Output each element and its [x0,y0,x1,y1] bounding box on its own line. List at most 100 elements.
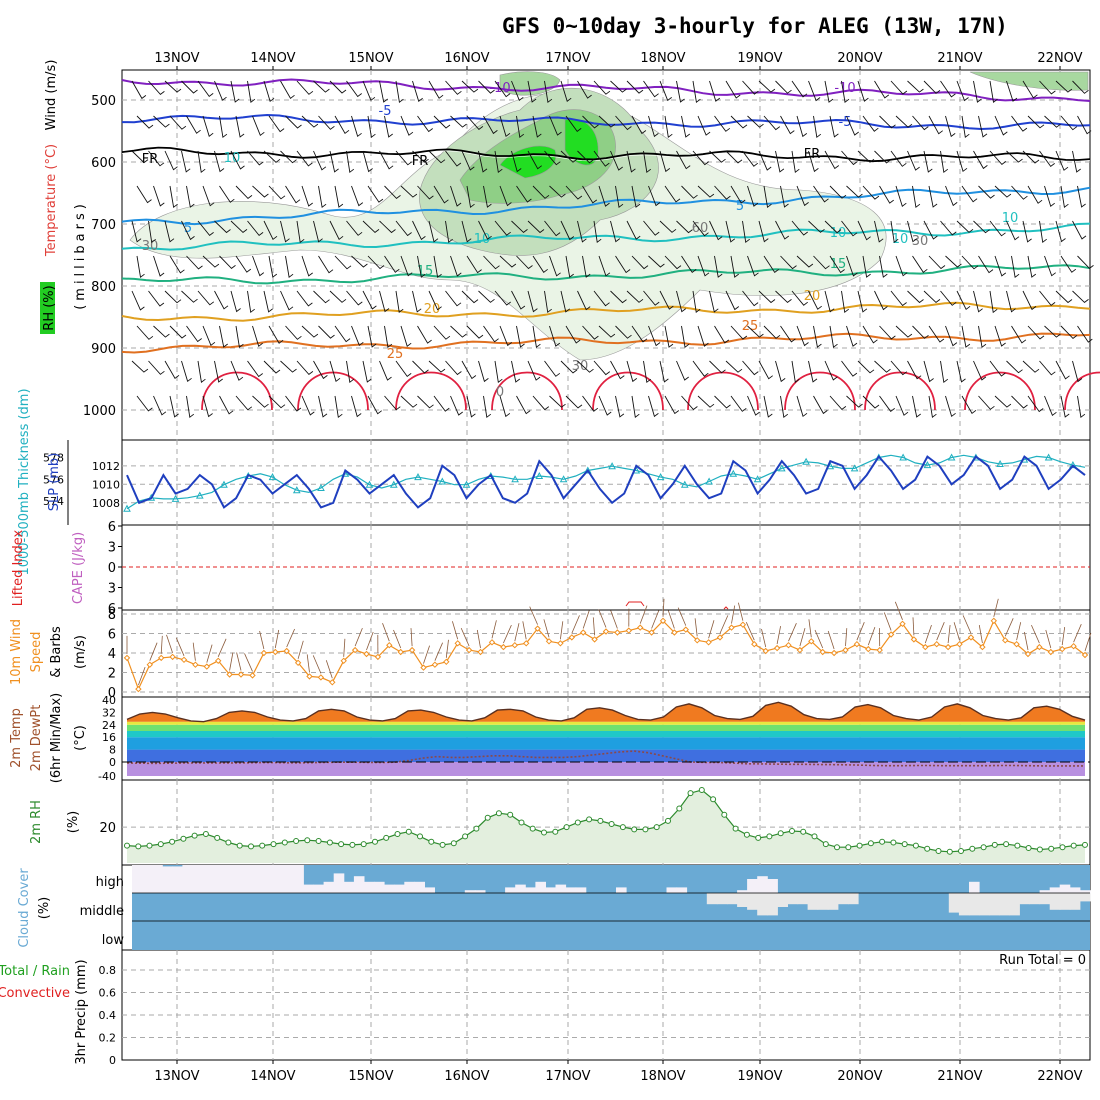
wind-barb [280,220,290,243]
wind-barb [131,360,149,373]
wind-barb-10m [410,628,413,647]
wind-barb [824,360,838,381]
wind-point [830,649,838,657]
wind-barb [780,115,795,135]
wind-barb [1027,115,1045,129]
wind-barb [1006,80,1018,102]
wind-barb-10m [610,610,618,629]
temp-tick-0: 40 [102,694,116,707]
wind-barb [268,325,284,344]
wind-barb [148,150,165,167]
wind-barb [1060,255,1077,273]
wind-barb [763,325,781,339]
rh-point [969,845,976,852]
wind-barb [824,220,842,234]
thickness-point [923,461,932,469]
wind-barb [219,325,228,348]
wind-barb [1044,185,1055,207]
wind-point [283,647,290,655]
wind-point [716,634,724,641]
mb-tick-2: 700 [91,218,116,233]
rh-point [710,796,717,803]
wind-barb [940,290,957,306]
wind-barb [1039,290,1056,307]
wind-barb [577,150,594,164]
cloud-mid-gap [1049,893,1061,910]
wind-barb [874,80,890,99]
wind-barb [775,360,786,383]
wind-point [477,648,484,656]
cloud-high-gap [273,865,284,893]
wind-barb [692,220,709,237]
wind-point [671,629,678,636]
wind-barb [582,185,598,204]
wind-point [203,663,211,670]
wind-barb [907,220,918,243]
wind-barb [197,150,206,174]
cloud-mid-gap [727,893,738,905]
wind-point [340,657,347,665]
wind-barb [318,185,327,209]
wind-barb-10m [662,598,665,617]
wind-barb [697,255,710,277]
wind-point [488,639,496,646]
warm-loop-4 [592,371,664,411]
wind-barb [928,185,938,208]
wind-barb [181,150,191,173]
cloud-mid-gap [787,893,799,905]
wind-barb [1022,360,1040,373]
wind-barb [791,220,808,236]
wind-point [636,624,644,631]
wind-barb [610,360,625,380]
wind-barb [549,255,561,277]
wind-barb-10m [814,629,824,649]
wind-barb [296,150,313,167]
date-bottom-9: 22NOV [1037,1069,1082,1084]
wind-barb-10m [598,609,607,628]
wind-barb [169,325,187,339]
wind-barb [796,185,809,207]
wind-barb [1072,290,1089,303]
wind-barb [296,80,314,95]
rh-point [124,842,130,849]
wind-barb [598,115,616,128]
cloud-high-gap [303,884,314,893]
wind-barb [912,325,929,339]
wind-barb [829,255,845,274]
rh-point [202,831,209,837]
wind-barb [862,255,871,278]
wind-barb [841,360,858,377]
wind-barb [301,255,313,277]
wind-barb [164,150,178,171]
wind-barb [461,220,472,243]
side-labels: Wind (m/s) Temperature (°C) (millibars) RH … [0,60,89,1065]
cloud-mid-gap [969,893,980,916]
label-wind: Wind (m/s) [44,60,59,131]
rh-point [383,834,390,841]
wind-barb [280,360,297,373]
cloud-high-gap [374,881,385,893]
wind-barb [544,290,552,314]
contour-label-21: 10 [1002,211,1019,226]
wind-barb [214,80,227,101]
wind-barb [978,115,988,138]
wind-point [123,654,131,662]
wind-barb [846,185,863,198]
wind-barb [994,185,1012,198]
wind-barb [577,290,591,311]
precip-tick-0: 0.8 [99,964,117,977]
label-cloud-a: Cloud Cover [17,868,32,948]
wind-point [249,672,256,679]
rh-point [191,832,198,839]
wind-barb [577,360,594,373]
label-t2m-c: (6hr Min/Max) [49,693,64,783]
wind-barb [362,360,372,383]
wind-barb [846,255,858,277]
isotherm--10 [121,78,1091,102]
wind-barb [664,185,681,203]
wind-barb [494,220,511,236]
thick-tick-2: 574 [43,495,64,508]
rh-point [856,842,863,849]
wind-barb [153,115,170,128]
